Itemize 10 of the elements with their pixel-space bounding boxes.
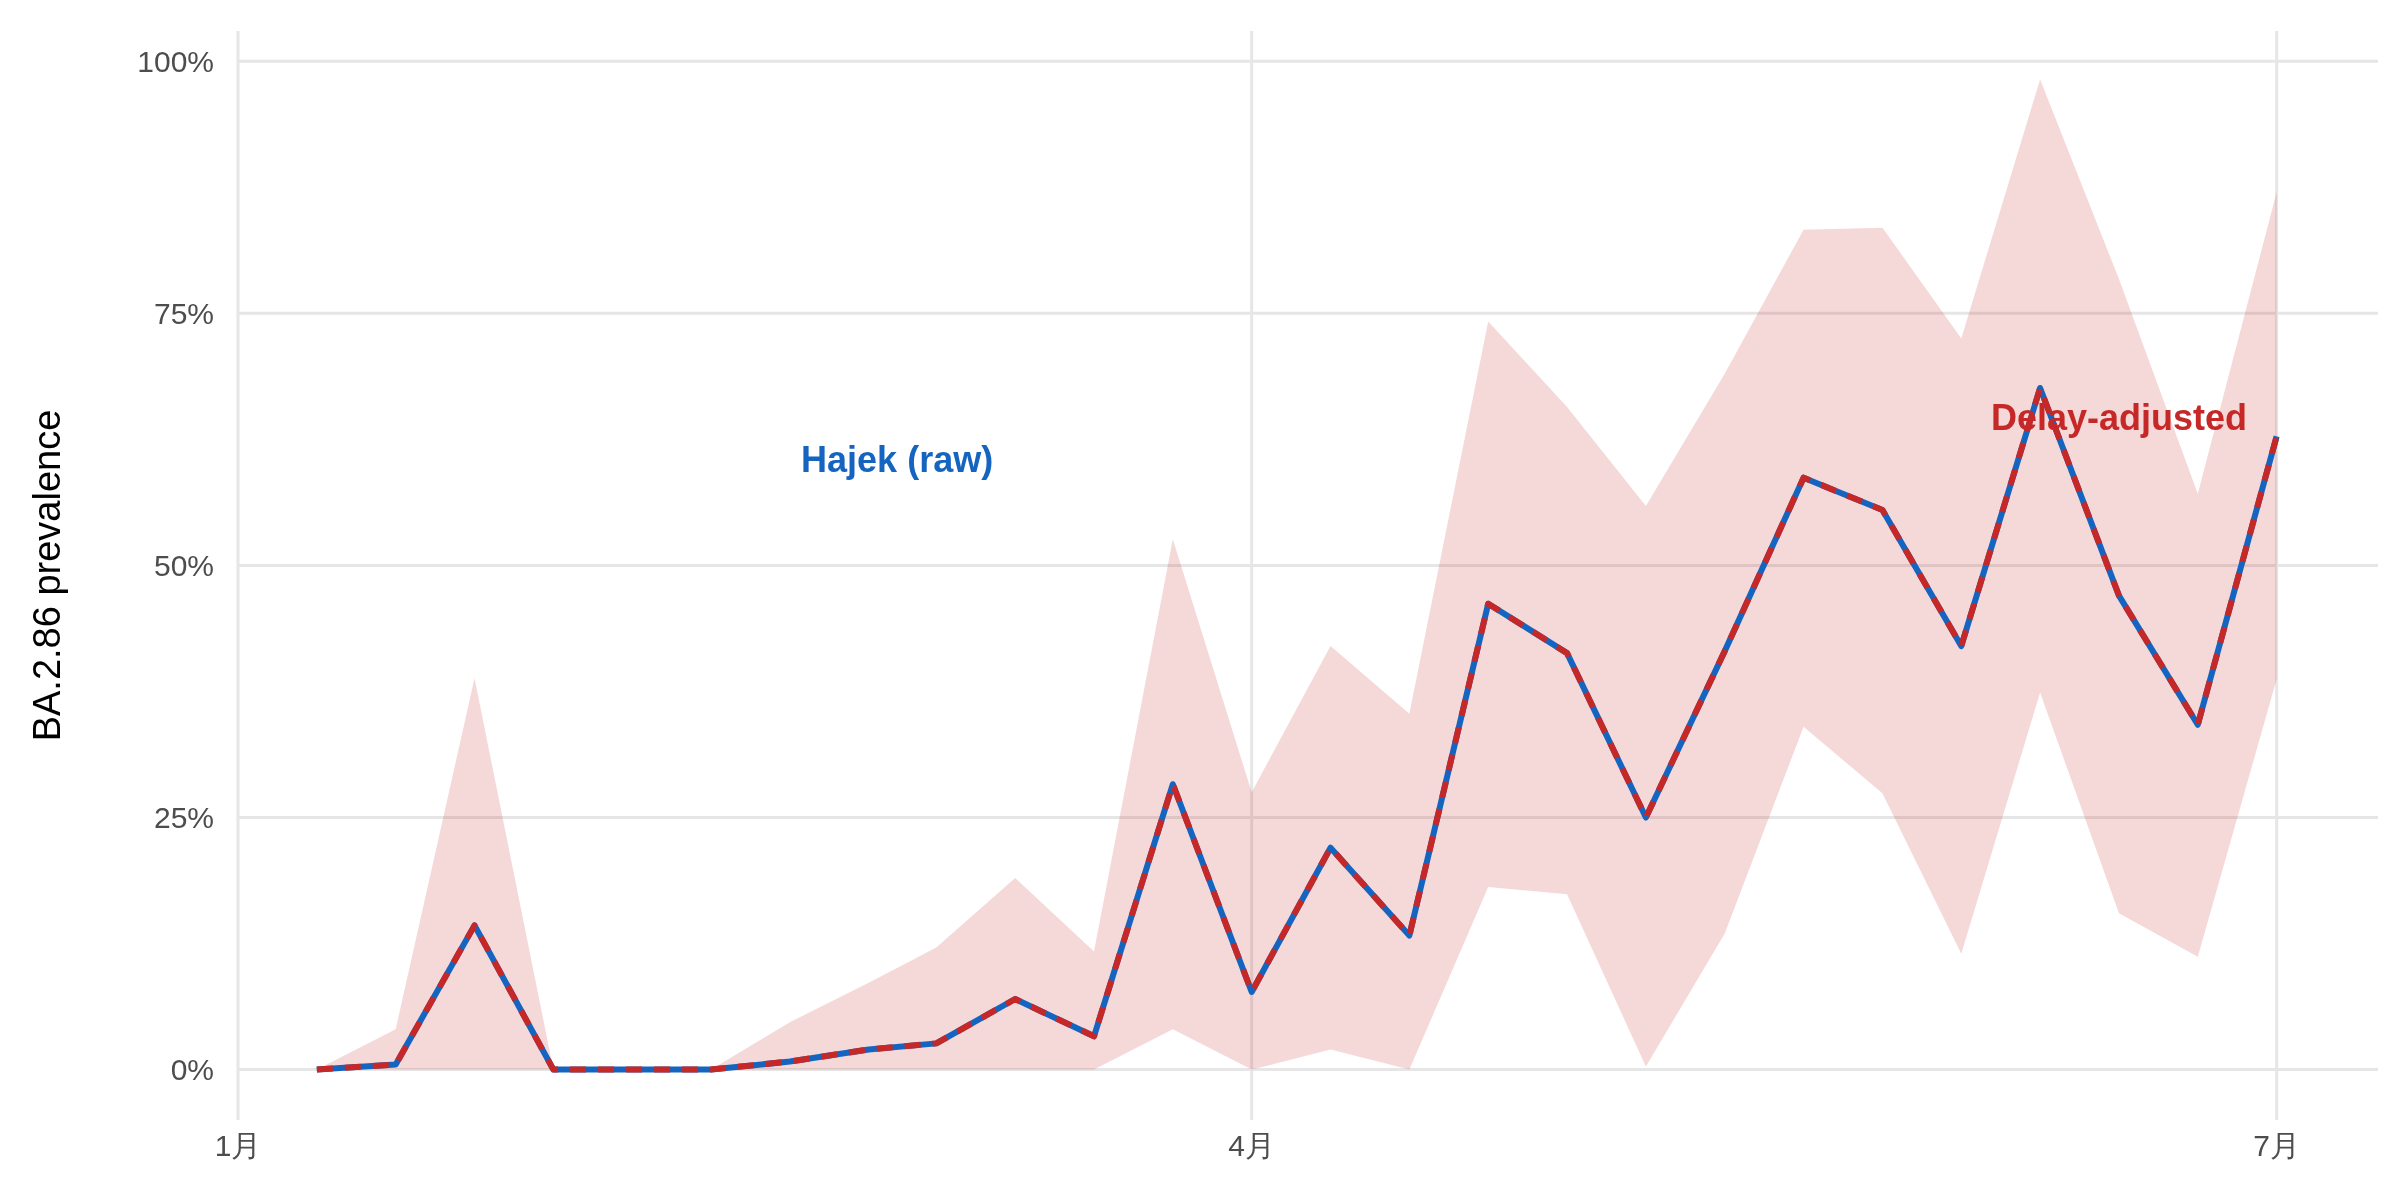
y-tick-label: 50% bbox=[153, 548, 214, 582]
x-tick-label: 4月 bbox=[1228, 1129, 1276, 1162]
x-tick-label: 7月 bbox=[2253, 1129, 2300, 1162]
x-tick-label: 1月 bbox=[214, 1129, 262, 1162]
y-tick-label: 0% bbox=[170, 1053, 214, 1087]
y-axis-title: BA.2.86 prevalence bbox=[26, 409, 68, 742]
y-tick-label: 75% bbox=[153, 296, 214, 330]
y-tick-label: 25% bbox=[153, 801, 214, 834]
y-tick-label: 100% bbox=[137, 44, 214, 78]
text: Hajek (raw) bbox=[801, 438, 994, 480]
